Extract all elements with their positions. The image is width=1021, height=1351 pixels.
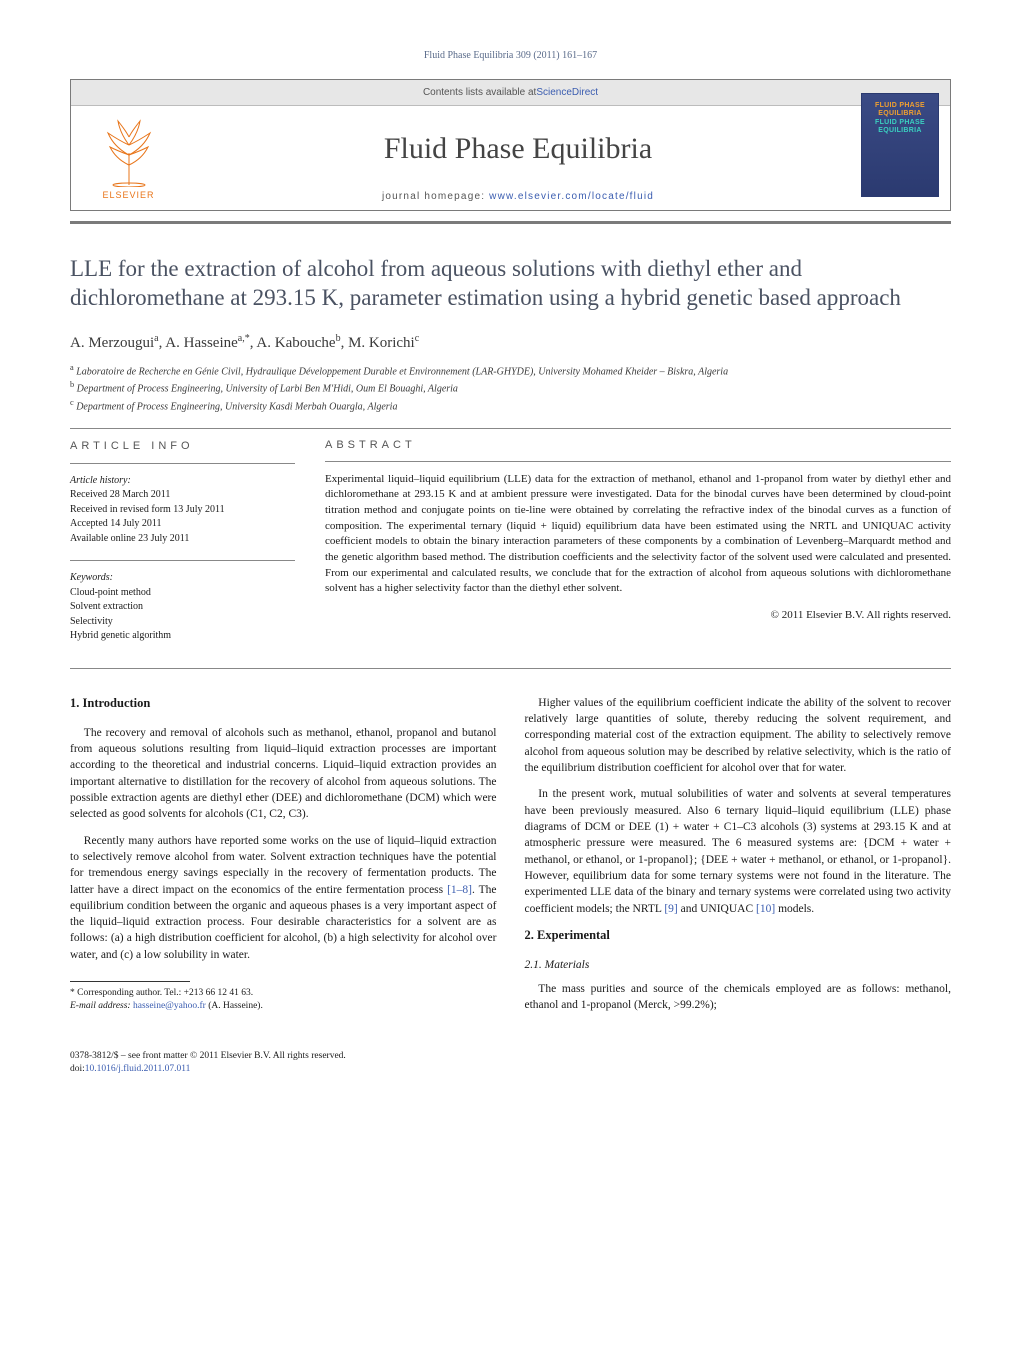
author: A. Merzougui [70, 335, 154, 351]
doi-line: doi:10.1016/j.fluid.2011.07.011 [70, 1063, 951, 1076]
history-label: Article history: [70, 474, 295, 489]
affiliation: c Department of Process Engineering, Uni… [70, 397, 951, 414]
keyword: Cloud-point method [70, 586, 295, 601]
front-matter-line: 0378-3812/$ – see front matter © 2011 El… [70, 1050, 951, 1063]
footnote-rule [70, 981, 190, 982]
abstract-copyright: © 2011 Elsevier B.V. All rights reserved… [325, 609, 951, 621]
affil-marker: c [415, 333, 419, 344]
cover-line: FLUID PHASE [875, 119, 925, 127]
homepage-prefix: journal homepage: [382, 191, 489, 202]
keyword: Selectivity [70, 615, 295, 630]
affil-marker: a [154, 333, 158, 344]
info-rule [70, 560, 295, 561]
section-heading: 2. Experimental [525, 927, 952, 945]
keywords-label: Keywords: [70, 571, 295, 586]
citation-link[interactable]: [9] [664, 903, 677, 915]
corresponding-author: * Corresponding author. Tel.: +213 66 12… [70, 987, 497, 1000]
paragraph: The recovery and removal of alcohols suc… [70, 725, 497, 823]
homepage-link[interactable]: www.elsevier.com/locate/fluid [489, 191, 654, 202]
masthead-divider [70, 221, 951, 224]
journal-title: Fluid Phase Equilibria [384, 132, 652, 166]
doi-label: doi: [70, 1064, 85, 1074]
corr-marker: * [245, 333, 250, 344]
cover-line: EQUILIBRIA [878, 110, 921, 118]
history-line: Received 28 March 2011 [70, 488, 295, 503]
body-columns: 1. Introduction The recovery and removal… [70, 695, 951, 1024]
paragraph-text: Recently many authors have reported some… [70, 835, 497, 896]
author: A. Kabouche [256, 335, 335, 351]
cover-thumb-area: FLUID PHASE EQUILIBRIA FLUID PHASE EQUIL… [850, 80, 950, 210]
article-info-col: ARTICLE INFO Article history: Received 2… [70, 439, 295, 658]
keywords-block: Keywords: Cloud-point method Solvent ext… [70, 571, 295, 644]
paragraph: In the present work, mutual solubilities… [525, 786, 952, 917]
masthead-center: Fluid Phase Equilibria journal homepage:… [186, 80, 850, 210]
author: M. Korichi [348, 335, 415, 351]
running-head: Fluid Phase Equilibria 309 (2011) 161–16… [70, 50, 951, 61]
history-line: Received in revised form 13 July 2011 [70, 503, 295, 518]
paragraph-text: In the present work, mutual solubilities… [525, 788, 952, 914]
citation-link[interactable]: [10] [756, 903, 775, 915]
paragraph-text: models. [775, 903, 814, 915]
affiliation-text: Department of Process Engineering, Unive… [76, 401, 397, 412]
abstract-heading: ABSTRACT [325, 439, 951, 451]
paragraph-text: and UNIQUAC [678, 903, 756, 915]
doi-link[interactable]: 10.1016/j.fluid.2011.07.011 [85, 1064, 191, 1074]
affiliations: a Laboratoire de Recherche en Génie Civi… [70, 362, 951, 414]
cover-line: EQUILIBRIA [878, 127, 921, 135]
bottom-matter: 0378-3812/$ – see front matter © 2011 El… [70, 1050, 951, 1076]
affiliation: a Laboratoire de Recherche en Génie Civi… [70, 362, 951, 379]
affiliation-text: Laboratoire de Recherche en Génie Civil,… [76, 366, 728, 377]
citation-link[interactable]: [1–8] [447, 884, 472, 896]
abstract-rule [325, 461, 951, 462]
journal-cover-thumb: FLUID PHASE EQUILIBRIA FLUID PHASE EQUIL… [861, 93, 939, 197]
article-title: LLE for the extraction of alcohol from a… [70, 254, 951, 313]
info-rule [70, 463, 295, 464]
page: Fluid Phase Equilibria 309 (2011) 161–16… [0, 0, 1021, 1115]
author: A. Hasseine [165, 335, 237, 351]
paragraph: The mass purities and source of the chem… [525, 981, 952, 1014]
history-line: Accepted 14 July 2011 [70, 517, 295, 532]
article-info-heading: ARTICLE INFO [70, 439, 295, 455]
meta-grid: ARTICLE INFO Article history: Received 2… [70, 439, 951, 658]
email-link[interactable]: hasseine@yahoo.fr [133, 1001, 206, 1011]
affiliation-text: Department of Process Engineering, Unive… [77, 384, 458, 395]
email-suffix: (A. Hasseine). [206, 1001, 263, 1011]
email-label: E-mail address: [70, 1001, 133, 1011]
email-line: E-mail address: hasseine@yahoo.fr (A. Ha… [70, 1000, 497, 1013]
article-history: Article history: Received 28 March 2011 … [70, 474, 295, 547]
affiliation: b Department of Process Engineering, Uni… [70, 379, 951, 396]
abstract-text: Experimental liquid–liquid equilibrium (… [325, 472, 951, 597]
journal-masthead: Contents lists available at ScienceDirec… [70, 79, 951, 211]
affil-marker: b [336, 333, 341, 344]
cover-line: FLUID PHASE [875, 102, 925, 110]
elsevier-logo: ELSEVIER [89, 100, 169, 200]
abstract-col: ABSTRACT Experimental liquid–liquid equi… [325, 439, 951, 658]
footnotes: * Corresponding author. Tel.: +213 66 12… [70, 987, 497, 1013]
paragraph: Higher values of the equilibrium coeffic… [525, 695, 952, 777]
meta-top-rule [70, 428, 951, 429]
section-heading: 1. Introduction [70, 695, 497, 713]
elsevier-tree-icon [98, 115, 160, 187]
body-top-rule [70, 668, 951, 669]
keyword: Hybrid genetic algorithm [70, 629, 295, 644]
keyword: Solvent extraction [70, 600, 295, 615]
author-list: A. Merzouguia, A. Hasseinea,*, A. Kabouc… [70, 333, 951, 352]
journal-homepage: journal homepage: www.elsevier.com/locat… [382, 191, 654, 202]
history-line: Available online 23 July 2011 [70, 532, 295, 547]
affil-marker: a, [238, 333, 245, 344]
subsection-heading: 2.1. Materials [525, 957, 952, 973]
paragraph: Recently many authors have reported some… [70, 833, 497, 964]
elsevier-label: ELSEVIER [102, 190, 154, 200]
